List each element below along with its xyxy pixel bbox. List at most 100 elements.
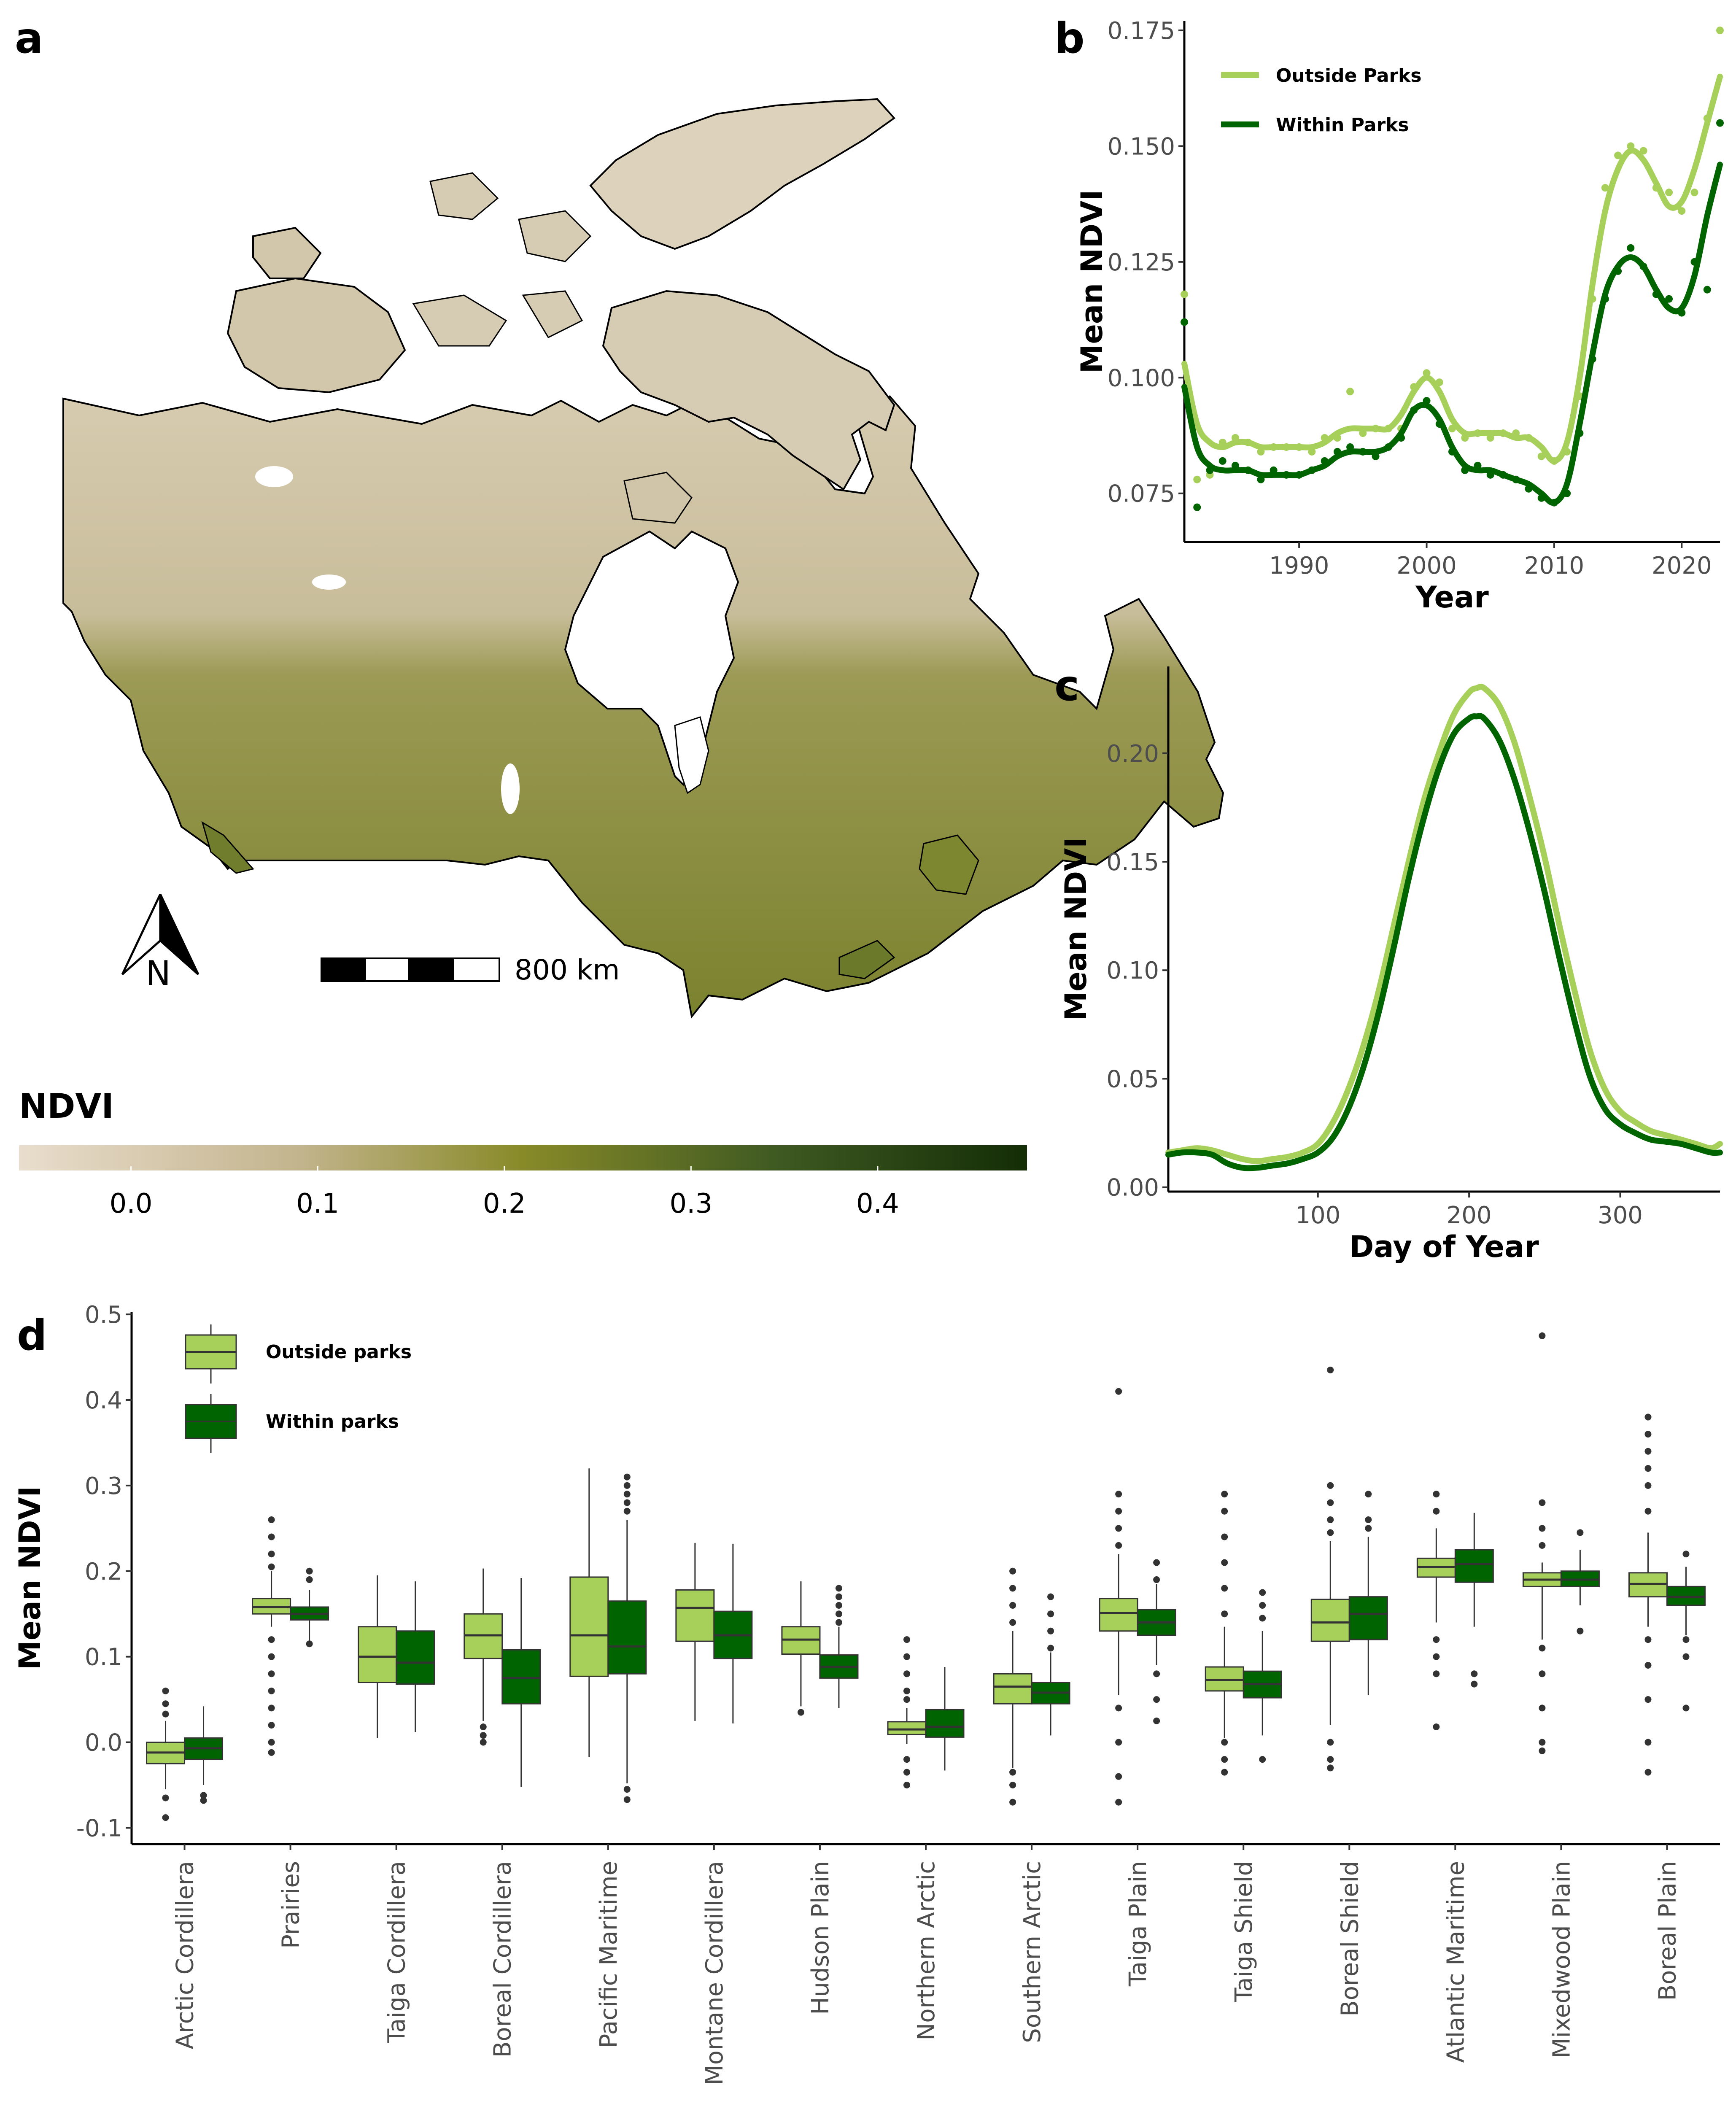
outlier-point [1644, 1636, 1652, 1643]
outlier-point [1153, 1559, 1160, 1566]
outlier-point [1115, 1542, 1122, 1549]
outlier-point [1539, 1645, 1546, 1652]
outlier-point [1115, 1739, 1122, 1746]
box-outside-parks [675, 1589, 715, 1642]
outlier-point [200, 1797, 207, 1804]
outlier-point [1682, 1653, 1690, 1660]
outlier-point [1365, 1491, 1372, 1498]
data-point [1308, 466, 1316, 474]
panel-b-annual-chart: b 0.075 0.100 0.125 0.150 0.175 1990 2000 2010 2… [1054, 13, 1724, 615]
outlier-point [268, 1687, 275, 1694]
data-point [1308, 448, 1316, 456]
outlier-point [1221, 1769, 1228, 1776]
outlier-point [1115, 1388, 1122, 1395]
series-line-outside-parks [1181, 73, 1723, 464]
data-point [1270, 443, 1278, 451]
colorbar-title: NDVI [19, 1087, 114, 1126]
data-point [1333, 448, 1341, 456]
data-point [1601, 184, 1609, 192]
annual-ndvi-chart: 0.075 0.100 0.125 0.150 0.175 1990 2000 2010 202… [1075, 17, 1724, 615]
outlier-point [1259, 1602, 1266, 1609]
y-tick-label: 0.0 [85, 1729, 122, 1757]
panel-label-b: b [1054, 13, 1085, 63]
y-tick-label: 0.20 [1106, 740, 1159, 768]
data-point [1716, 119, 1724, 127]
outlier-point [1009, 1769, 1016, 1776]
data-point [1627, 244, 1635, 252]
data-point [1295, 443, 1303, 451]
outlier-point [1539, 1332, 1546, 1339]
data-point [1193, 503, 1201, 511]
outlier-point [1221, 1756, 1228, 1763]
legend-label: Outside Parks [1276, 65, 1422, 86]
legend-label: Within Parks [1276, 114, 1409, 136]
series-line-within-parks [1181, 162, 1723, 506]
data-point [1588, 295, 1596, 303]
outlier-point [1682, 1636, 1690, 1643]
y-tick-label: 0.05 [1106, 1065, 1159, 1093]
box-within-parks [501, 1649, 541, 1704]
x-axis-title: Year [1415, 580, 1489, 615]
data-point [1359, 448, 1367, 456]
outlier-point [623, 1482, 631, 1489]
outlier-point [835, 1593, 842, 1600]
colorbar-tick-label: 0.4 [856, 1188, 899, 1219]
baffin-island [602, 290, 895, 491]
outlier-point [268, 1533, 275, 1540]
y-axis-title: Mean NDVI [1059, 837, 1093, 1021]
outlier-point [1047, 1627, 1054, 1634]
data-point [1627, 142, 1635, 150]
x-tick-label: Taiga Plain [1124, 1861, 1152, 1987]
data-point [1359, 429, 1367, 437]
x-tick-label: Arctic Cordillera [172, 1861, 199, 2049]
y-tick-label: 0.4 [85, 1387, 122, 1414]
colorbar-tick-label: 0.0 [110, 1188, 153, 1219]
data-point [1448, 425, 1456, 433]
outlier-point [1115, 1508, 1122, 1515]
data-point [1448, 448, 1456, 456]
box-outside-parks [993, 1673, 1032, 1704]
outlier-point [1644, 1696, 1652, 1703]
outlier-point [1047, 1610, 1054, 1618]
data-point [1512, 475, 1520, 483]
data-point [1576, 429, 1584, 437]
outlier-point [835, 1610, 842, 1618]
outlier-point [1471, 1680, 1478, 1688]
outlier-point [1539, 1739, 1546, 1746]
data-point [1231, 461, 1239, 469]
colorbar-tick-label: 0.3 [669, 1188, 712, 1219]
series-line-within-parks [1165, 713, 1723, 1171]
outlier-point [623, 1499, 631, 1506]
outlier-point [268, 1636, 275, 1643]
outlier-point [306, 1576, 313, 1583]
box-outside-parks [569, 1576, 609, 1677]
data-point [1257, 448, 1265, 456]
north-arrow: N [121, 893, 199, 993]
outlier-point [623, 1491, 631, 1498]
outlier-point [1365, 1516, 1372, 1524]
legend-label: Outside parks [266, 1341, 412, 1363]
outlier-point [1327, 1529, 1334, 1536]
x-tick-label: 300 [1598, 1202, 1643, 1229]
y-tick-label: -0.1 [76, 1815, 122, 1842]
outlier-point [903, 1636, 910, 1643]
outlier-point [268, 1749, 275, 1756]
james-bay [674, 716, 709, 794]
outlier-point [1327, 1764, 1334, 1772]
x-tick-label: Prairies [278, 1861, 305, 1949]
data-point [1614, 267, 1622, 275]
outlier-point [162, 1814, 169, 1821]
data-point [1716, 26, 1724, 34]
outlier-point [1644, 1465, 1652, 1472]
data-point [1639, 147, 1647, 155]
x-tick-label: Southern Arctic [1019, 1861, 1046, 2043]
great-slave-lake [312, 574, 346, 590]
outlier-point [162, 1700, 169, 1707]
x-tick-label: 2000 [1396, 552, 1457, 580]
x-tick-label: Pacific Maritime [595, 1861, 623, 2048]
data-point [1372, 452, 1380, 460]
outlier-point [480, 1723, 487, 1731]
data-point [1537, 452, 1545, 460]
outlier-point [200, 1792, 207, 1799]
data-point [1181, 290, 1188, 298]
